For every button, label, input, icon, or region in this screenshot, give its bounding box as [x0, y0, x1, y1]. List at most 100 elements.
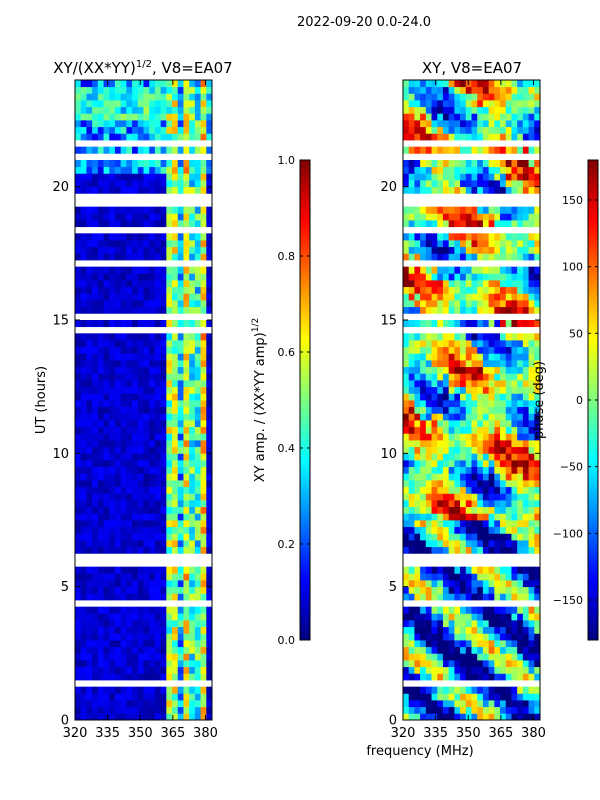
phase-heatmap-cell: [403, 506, 410, 514]
phase-heatmap-cell: [454, 606, 461, 614]
amplitude-heatmap-cell: [75, 406, 82, 414]
amplitude-heatmap-cell: [154, 700, 162, 708]
phase-heatmap-cell: [511, 186, 518, 194]
amplitude-heatmap-cell: [137, 353, 144, 361]
amplitude-heatmap-cell: [114, 440, 122, 448]
amplitude-heatmap-cell: [92, 380, 99, 388]
amplitude-heatmap-cell: [109, 306, 116, 314]
amplitude-heatmap-cell: [149, 633, 156, 641]
amplitude-heatmap-cell: [137, 646, 144, 654]
phase-heatmap-cell: [437, 646, 444, 654]
phase-heatmap-cell: [408, 246, 415, 254]
phase-heatmap-cell: [414, 613, 421, 621]
amplitude-heatmap-cell: [80, 306, 87, 314]
amplitude-heatmap-cell: [160, 586, 167, 594]
phase-heatmap-cell: [511, 606, 518, 614]
phase-heatmap-cell: [528, 206, 535, 214]
amplitude-heatmap-cell: [103, 353, 110, 361]
amplitude-x-axis: 320 335 350 365 380: [63, 80, 218, 741]
amplitude-heatmap-cell: [92, 626, 99, 634]
amplitude-heatmap-cell: [149, 566, 156, 574]
phase-heatmap-cell: [488, 340, 495, 348]
phase-heatmap-cell: [505, 453, 512, 461]
amplitude-heatmap-cell: [86, 186, 93, 194]
phase-heatmap-cell: [442, 440, 450, 448]
amplitude-heatmap-cell: [132, 453, 139, 461]
amplitude-heatmap-cell: [137, 240, 144, 248]
phase-heatmap-cell: [517, 686, 524, 694]
phase-heatmap-cell: [471, 186, 478, 194]
phase-heatmap-cell: [465, 93, 472, 101]
amplitude-heatmap-cell: [92, 453, 99, 461]
amplitude-heatmap-cell: [189, 633, 196, 641]
phase-heatmap-cell: [460, 113, 467, 121]
phase-heatmap-cell: [528, 420, 535, 428]
phase-heatmap-cell: [460, 166, 467, 174]
phase-heatmap-cell: [488, 533, 495, 541]
amplitude-heatmap-cell: [194, 340, 201, 348]
amplitude-heatmap-cell: [114, 526, 122, 534]
phase-heatmap-cell: [505, 640, 512, 648]
amplitude-heatmap-cell: [92, 93, 99, 101]
amplitude-heatmap-cell: [75, 413, 82, 421]
phase-heatmap-cell: [517, 606, 524, 614]
phase-heatmap-cell: [454, 233, 461, 241]
phase-heatmap-cell: [534, 466, 541, 474]
amplitude-heatmap-cell: [172, 593, 179, 601]
amplitude-heatmap-cell: [80, 300, 87, 308]
phase-heatmap-cell: [500, 86, 507, 94]
amplitude-heatmap-cell: [114, 693, 122, 701]
phase-heatmap-cell: [477, 246, 484, 254]
phase-heatmap-cell: [460, 240, 467, 248]
amplitude-heatmap-cell: [154, 653, 162, 661]
phase-heatmap-cell: [425, 446, 432, 454]
phase-heatmap-cell: [408, 300, 415, 308]
phase-heatmap-cell: [471, 113, 478, 121]
phase-heatmap-cell: [465, 120, 472, 128]
phase-heatmap-cell: [465, 426, 472, 434]
phase-heatmap-cell: [465, 613, 472, 621]
phase-heatmap-cell: [431, 666, 438, 674]
amplitude-heatmap-cell: [120, 80, 127, 88]
amplitude-heatmap-cell: [132, 333, 139, 341]
amplitude-heatmap-cell: [172, 246, 179, 254]
amplitude-heatmap-cell: [80, 93, 87, 101]
amplitude-heatmap-cell: [126, 186, 133, 194]
amplitude-heatmap-cell: [160, 693, 167, 701]
phase-heatmap-cell: [494, 340, 501, 348]
amplitude-heatmap-cell: [97, 286, 104, 294]
amplitude-heatmap-cell: [200, 406, 207, 414]
amplitude-heatmap-cell: [137, 713, 144, 721]
amplitude-heatmap-cell: [126, 333, 133, 341]
phase-heatmap-cell: [494, 540, 501, 548]
amplitude-heatmap-cell: [132, 466, 139, 474]
amplitude-heatmap-cell: [137, 673, 144, 681]
amplitude-heatmap-cell: [109, 520, 116, 528]
phase-heatmap-cell: [494, 133, 501, 141]
phase-heatmap-cell: [425, 633, 432, 641]
amplitude-heatmap-cell: [132, 593, 139, 601]
amplitude-heatmap-cell: [103, 246, 110, 254]
phase-heatmap-cell: [414, 360, 421, 368]
amplitude-heatmap-cell: [120, 593, 127, 601]
amplitude-heatmap-cell: [120, 380, 127, 388]
phase-heatmap-cell: [482, 220, 490, 228]
phase-heatmap-cell: [511, 280, 518, 288]
amplitude-heatmap-cell: [97, 566, 104, 574]
amplitude-heatmap-cell: [183, 446, 190, 454]
amplitude-heatmap-cell: [183, 220, 190, 228]
amplitude-heatmap-cell: [137, 266, 144, 274]
amplitude-heatmap-cell: [200, 626, 207, 634]
amplitude-heatmap-cell: [126, 586, 133, 594]
amplitude-heatmap-cell: [166, 573, 173, 581]
amplitude-heatmap-cell: [109, 700, 116, 708]
phase-heatmap-cell: [534, 373, 541, 381]
phase-heatmap-cell: [494, 120, 501, 128]
amplitude-heatmap-cell: [75, 466, 82, 474]
phase-heatmap-cell: [494, 213, 501, 221]
amplitude-heatmap-cell: [126, 440, 133, 448]
amplitude-heatmap-cell: [160, 360, 167, 368]
amplitude-heatmap-cell: [200, 133, 207, 141]
amplitude-heatmap-cell: [103, 513, 110, 521]
phase-heatmap-cell: [477, 546, 484, 554]
